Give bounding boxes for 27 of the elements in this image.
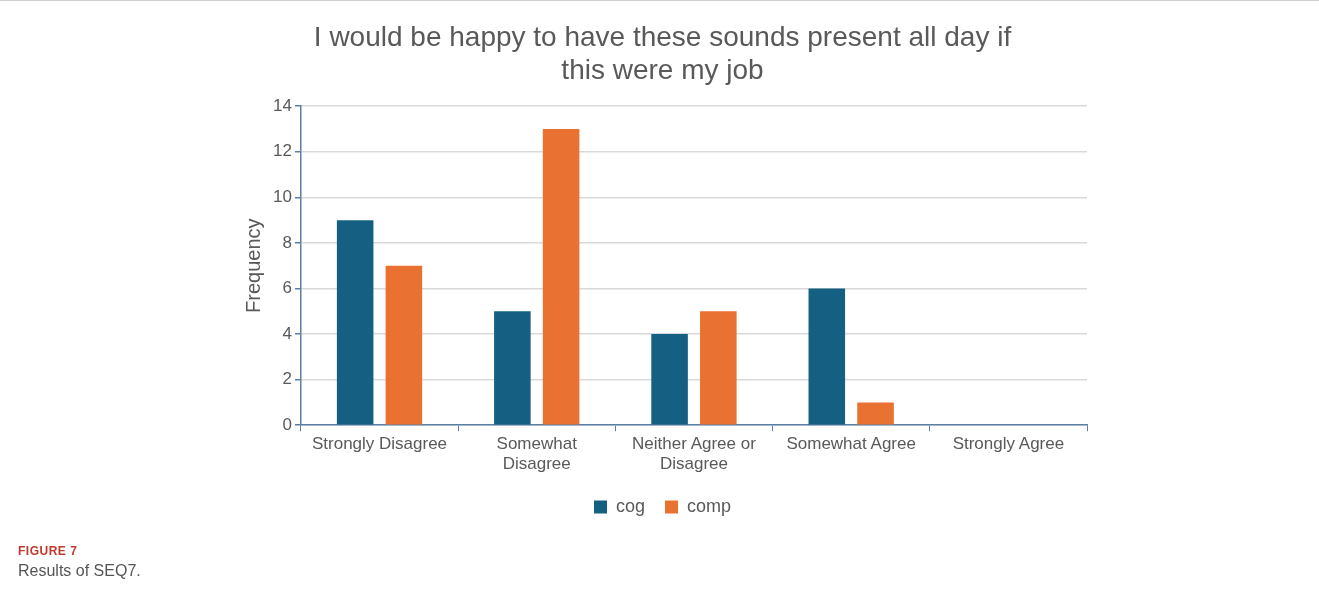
y-tick-label: 14 xyxy=(272,95,292,115)
y-tick-label: 8 xyxy=(282,232,292,252)
x-tick-label: Strongly Agree xyxy=(952,434,1065,454)
y-tick-label: 10 xyxy=(272,187,292,207)
x-tick-label: Somewhat Agree xyxy=(786,434,916,454)
y-tick-label: 2 xyxy=(282,369,292,389)
y-tick-label: 4 xyxy=(282,323,292,343)
chart-title: I would be happy to have these sounds present all day if this were my job xyxy=(313,20,1012,86)
legend-label: cog xyxy=(615,495,646,516)
x-tick-label: Strongly Disagree xyxy=(311,434,448,454)
bar xyxy=(808,288,846,425)
bar xyxy=(651,334,688,425)
bar xyxy=(336,220,374,425)
caption: FIGURE 7 xyxy=(18,543,79,560)
x-tick-label: Neither Agree or Disagree xyxy=(632,434,757,474)
text: Results of SEQ7. xyxy=(18,561,141,581)
legend-label: comp xyxy=(687,495,732,516)
bar xyxy=(385,265,423,425)
y-tick-label: 6 xyxy=(282,278,292,298)
bar xyxy=(857,402,894,425)
y-tick-label: 12 xyxy=(272,141,292,161)
y-axis-title: Frequency xyxy=(241,218,264,313)
bar xyxy=(542,128,580,425)
y-tick-label: 0 xyxy=(282,414,292,434)
bar xyxy=(700,311,737,425)
x-tick-label: Somewhat Disagree xyxy=(496,434,578,474)
bar xyxy=(494,311,531,425)
